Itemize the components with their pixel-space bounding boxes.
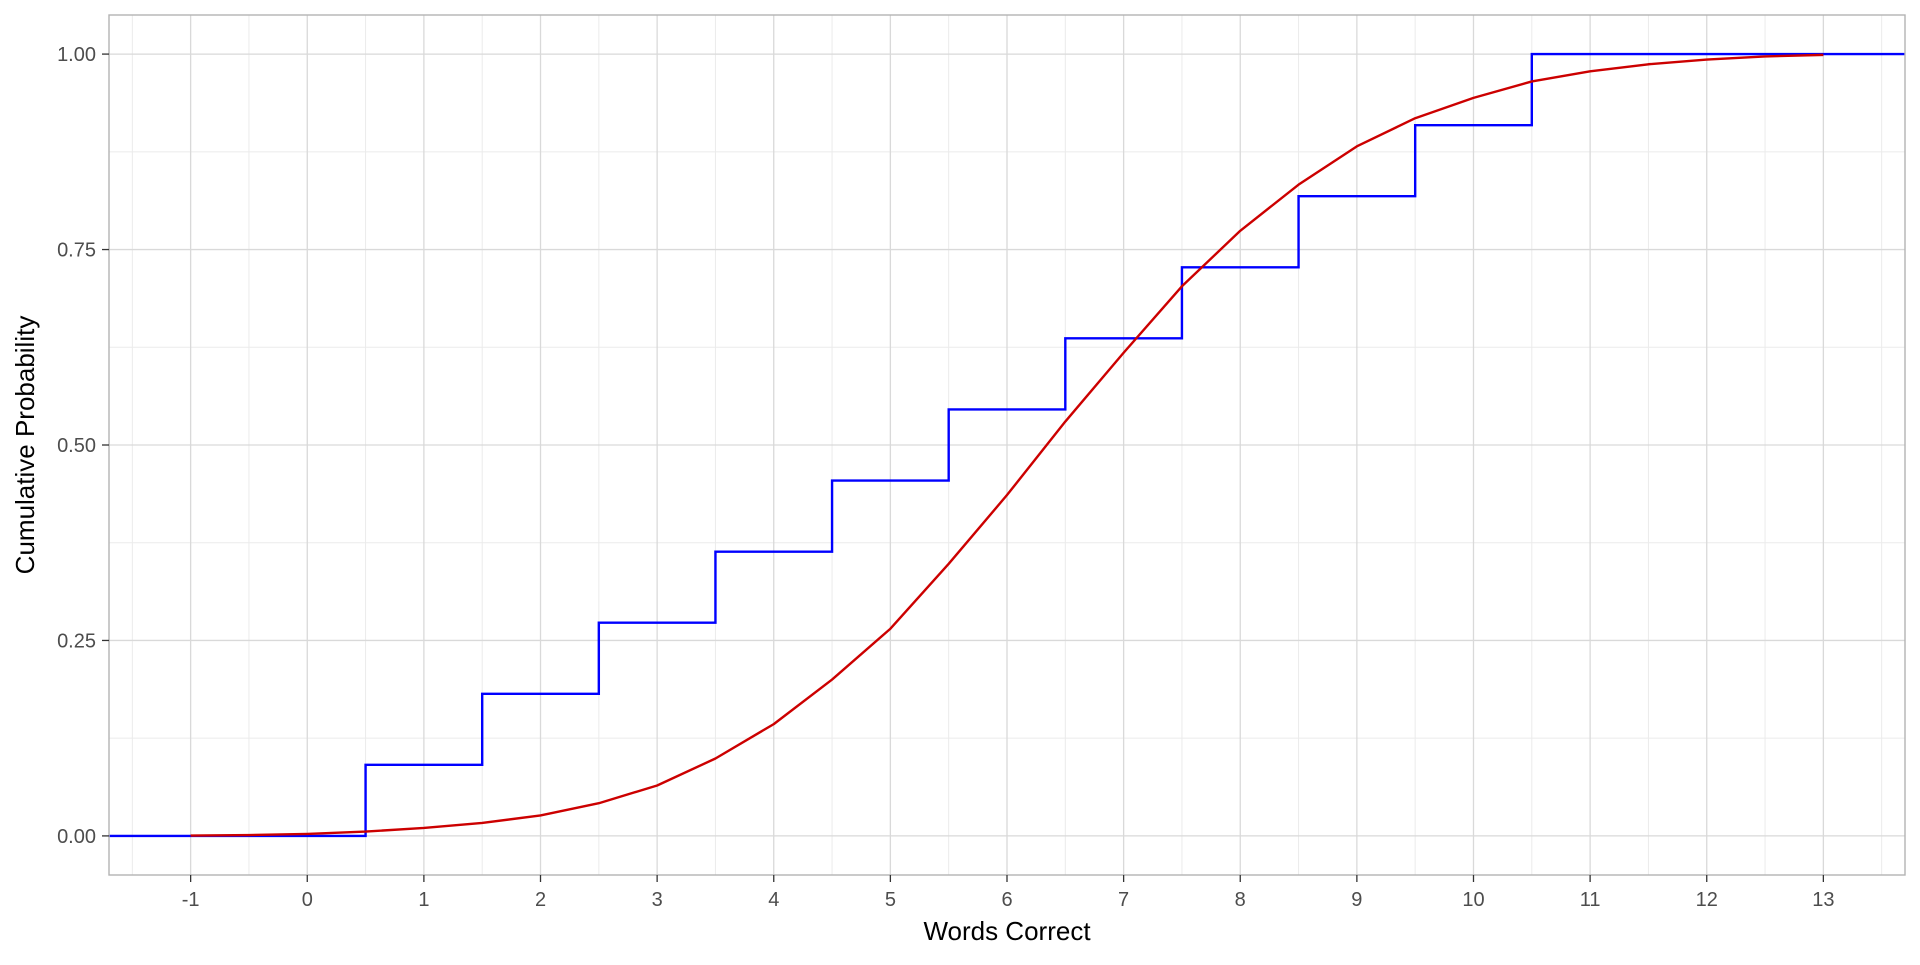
x-tick-label: 13 (1812, 889, 1834, 911)
x-tick-label: 4 (768, 889, 779, 911)
x-tick-label: 10 (1462, 889, 1484, 911)
x-tick-label: 0 (302, 889, 313, 911)
series-layer (109, 52, 1905, 838)
x-axis: -1 0 1 2 3 4 5 6 7 8 9 10 11 12 13 (182, 875, 1834, 911)
ecdf-step-line (109, 52, 1905, 838)
y-tick-label: 1.00 (57, 44, 96, 66)
x-tick-label: 6 (1001, 889, 1012, 911)
x-tick-label: 5 (885, 889, 896, 911)
x-tick-label: 3 (652, 889, 663, 911)
normal-cdf-curve (190, 53, 1824, 837)
y-axis-title: Cumulative Probability (10, 316, 40, 575)
x-tick-label: 8 (1235, 889, 1246, 911)
y-tick-label: 0.25 (57, 630, 96, 652)
y-tick-label: 0.50 (57, 435, 96, 457)
x-tick-label: 7 (1118, 889, 1129, 911)
y-tick-label: 0.75 (57, 240, 96, 262)
x-tick-label: 12 (1696, 889, 1718, 911)
x-axis-title: Words Correct (923, 916, 1091, 946)
x-tick-label: -1 (182, 889, 200, 911)
x-tick-label: 1 (418, 889, 429, 911)
y-tick-label: 0.00 (57, 826, 96, 848)
major-grid (109, 15, 1905, 875)
x-tick-label: 11 (1580, 889, 1601, 911)
x-tick-label: 9 (1351, 889, 1362, 911)
x-tick-label: 2 (535, 889, 546, 911)
y-axis: 0.00 0.25 0.50 0.75 1.00 (57, 44, 109, 848)
